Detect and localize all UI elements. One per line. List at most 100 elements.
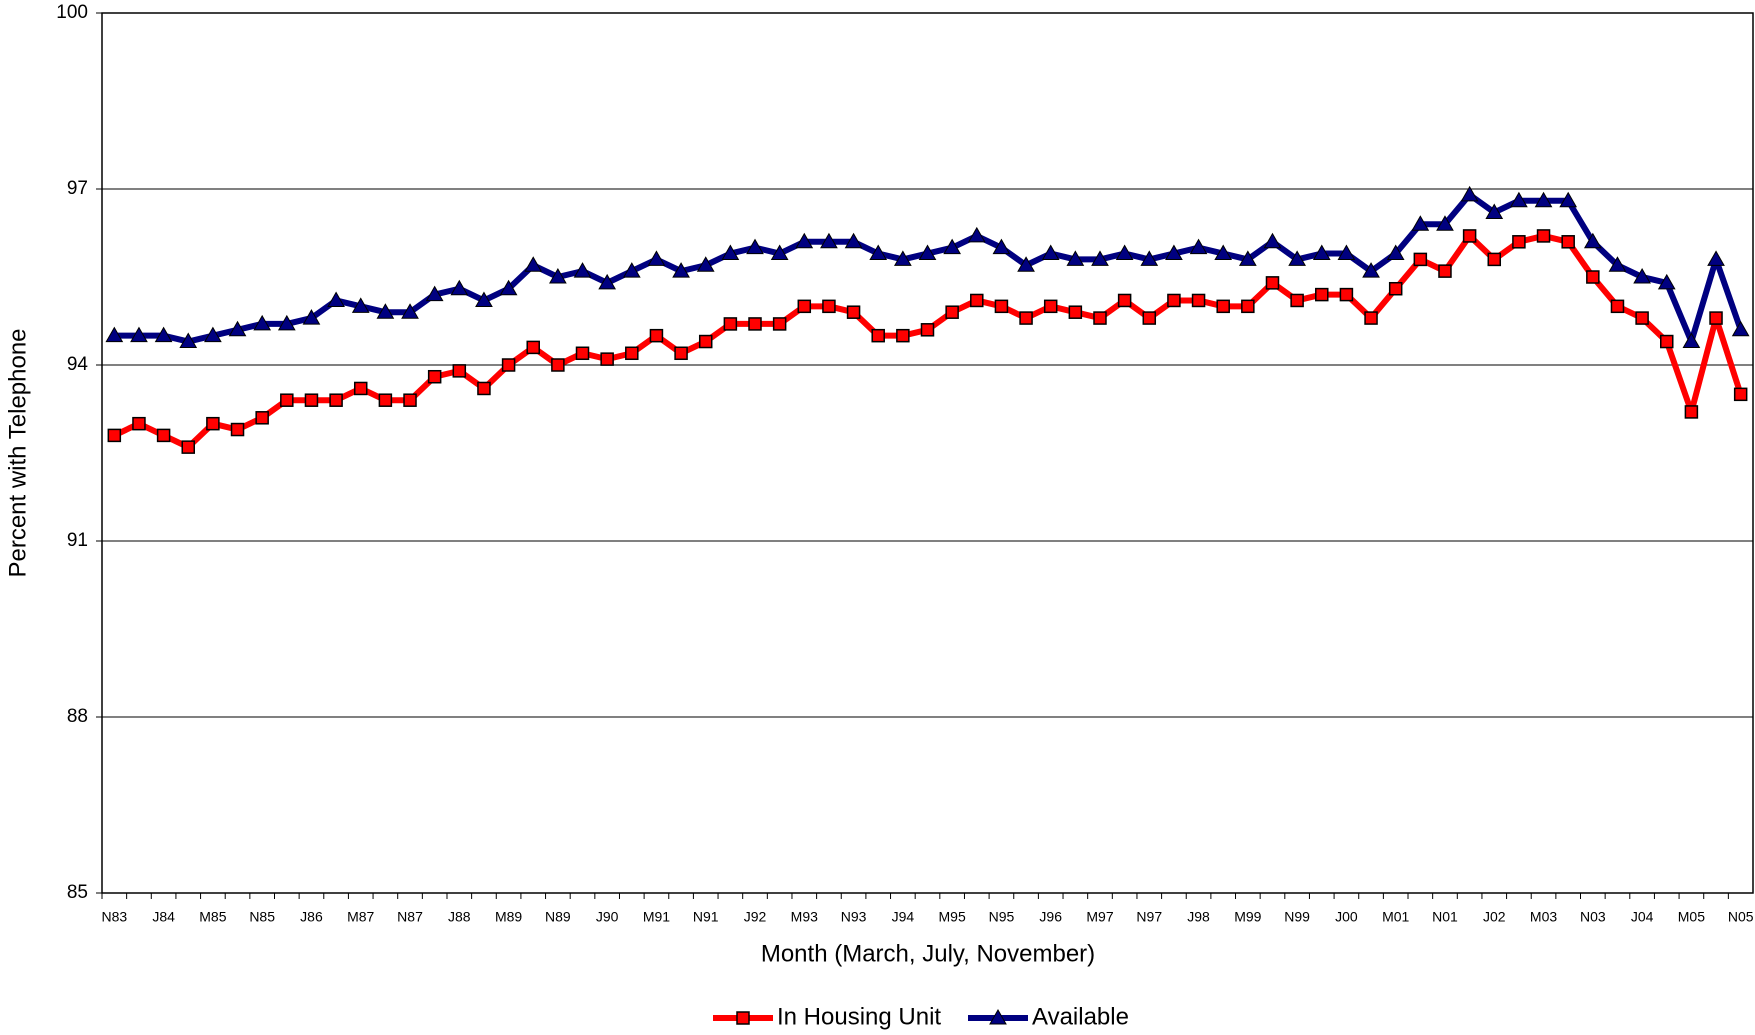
marker: [846, 305, 861, 319]
marker: [1068, 305, 1083, 319]
marker: [1238, 250, 1257, 266]
y-tick-label: 88: [67, 706, 88, 727]
marker: [723, 317, 738, 331]
marker: [230, 422, 245, 437]
x-tick-label: M95: [939, 909, 966, 925]
x-tick-label: N01: [1432, 909, 1458, 925]
marker: [1559, 191, 1578, 208]
x-tick-label: N93: [841, 909, 867, 925]
marker: [918, 244, 937, 261]
marker: [452, 364, 467, 378]
x-tick-label: N99: [1284, 909, 1310, 925]
marker: [1534, 191, 1553, 208]
marker: [302, 309, 321, 325]
x-tick-label: J04: [1631, 909, 1654, 925]
marker: [625, 346, 639, 361]
marker: [403, 393, 417, 407]
marker: [1413, 252, 1428, 267]
marker: [1512, 235, 1526, 249]
marker: [1140, 250, 1159, 266]
marker: [945, 305, 959, 319]
marker: [748, 317, 762, 331]
x-tick-label: J88: [448, 909, 471, 925]
marker: [1191, 293, 1206, 308]
marker: [1019, 311, 1033, 325]
x-tick-label: M87: [347, 909, 374, 925]
marker: [1388, 281, 1403, 296]
marker: [674, 346, 688, 361]
marker: [1041, 244, 1060, 261]
marker: [1536, 229, 1551, 243]
marker: [1462, 229, 1477, 243]
marker: [255, 411, 269, 425]
marker: [1189, 238, 1208, 255]
marker: [1066, 250, 1085, 266]
marker: [1510, 191, 1528, 208]
marker: [130, 326, 148, 343]
marker: [107, 428, 122, 443]
marker: [1216, 299, 1230, 314]
x-tick-label: J90: [596, 909, 619, 925]
marker: [228, 320, 247, 337]
marker: [1561, 235, 1575, 249]
marker: [132, 416, 146, 431]
marker: [277, 314, 296, 331]
marker: [1733, 387, 1748, 402]
marker: [770, 244, 789, 261]
marker: [253, 314, 272, 331]
marker: [425, 285, 444, 302]
marker: [154, 326, 173, 343]
marker: [1386, 244, 1405, 261]
marker: [1142, 311, 1157, 325]
x-tick-label: M01: [1382, 909, 1409, 925]
x-tick-label: N97: [1136, 909, 1162, 925]
marker: [156, 428, 171, 443]
y-tick-label: 97: [67, 178, 88, 199]
marker: [1583, 232, 1602, 249]
x-tick-label: N05: [1728, 909, 1754, 925]
marker: [598, 273, 617, 290]
x-tick-label: M97: [1086, 909, 1113, 925]
series: [105, 185, 1750, 349]
marker: [600, 352, 614, 366]
marker: [353, 381, 368, 396]
x-tick-label: J94: [892, 909, 915, 925]
marker: [105, 326, 124, 343]
marker: [1290, 293, 1304, 308]
marker: [1315, 287, 1329, 302]
marker: [1288, 250, 1306, 266]
marker: [1610, 299, 1625, 314]
marker: [1460, 185, 1479, 202]
marker: [327, 291, 345, 307]
marker: [649, 328, 664, 343]
legend-marker: [989, 1008, 1007, 1025]
marker: [1411, 215, 1430, 231]
y-axis-title: Percent with Telephone: [4, 328, 31, 577]
marker: [206, 416, 220, 431]
x-tick-label: J84: [152, 909, 175, 925]
marker: [1263, 232, 1282, 249]
x-tick-label: N89: [545, 909, 571, 925]
marker: [304, 393, 319, 407]
marker: [179, 332, 198, 349]
marker: [795, 232, 814, 249]
marker: [1093, 311, 1107, 325]
marker: [378, 393, 393, 407]
marker: [698, 334, 713, 349]
marker: [994, 299, 1009, 314]
x-tick-label: N83: [101, 909, 127, 925]
marker: [844, 232, 863, 249]
marker: [526, 340, 540, 355]
marker: [1709, 311, 1723, 325]
marker: [1657, 273, 1676, 290]
marker: [1265, 276, 1280, 290]
marker: [329, 393, 343, 407]
marker: [869, 244, 888, 261]
y-tick-label: 85: [67, 882, 88, 903]
y-tick-label: 100: [56, 2, 88, 23]
marker: [893, 250, 912, 266]
marker: [1337, 244, 1356, 261]
marker: [280, 393, 294, 407]
x-tick-label: J00: [1335, 909, 1358, 925]
x-tick-label: N87: [397, 909, 423, 925]
